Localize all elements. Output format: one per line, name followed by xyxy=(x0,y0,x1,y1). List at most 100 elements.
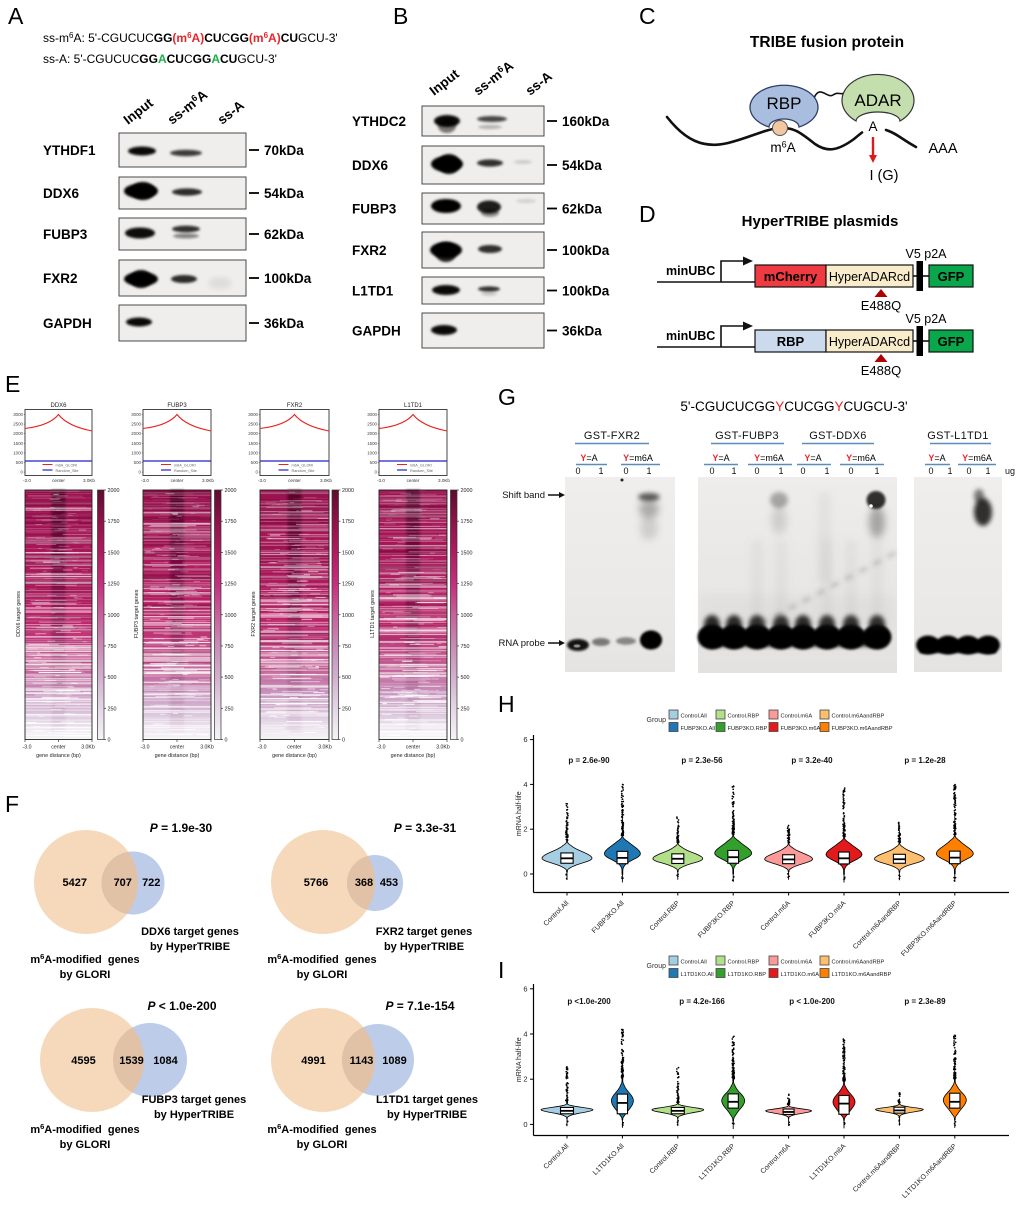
svg-text:FXR2 target genes: FXR2 target genes xyxy=(251,591,257,637)
svg-text:by GLORI: by GLORI xyxy=(297,1139,348,1151)
svg-text:HyperTRIBE plasmids: HyperTRIBE plasmids xyxy=(742,213,899,230)
svg-text:FUBP3KO.RBP: FUBP3KO.RBP xyxy=(728,726,768,732)
svg-text:1: 1 xyxy=(985,466,990,476)
svg-text:center: center xyxy=(407,478,420,483)
svg-text:by GLORI: by GLORI xyxy=(60,969,111,981)
svg-text:ADAR: ADAR xyxy=(854,91,901,110)
svg-text:1: 1 xyxy=(874,466,879,476)
svg-text:0: 0 xyxy=(342,738,345,744)
svg-text:5766: 5766 xyxy=(304,877,328,889)
svg-text:p = 1.2e-28: p = 1.2e-28 xyxy=(904,756,946,765)
svg-text:1: 1 xyxy=(646,466,651,476)
svg-text:1500: 1500 xyxy=(248,441,258,446)
svg-text:by GLORI: by GLORI xyxy=(60,1139,111,1151)
svg-text:m6A-modified genes: m6A-modified genes xyxy=(267,952,376,966)
svg-text:62kDa: 62kDa xyxy=(264,227,304,242)
svg-text:FUBP3: FUBP3 xyxy=(352,202,397,217)
svg-text:F: F xyxy=(5,791,19,817)
svg-text:1500: 1500 xyxy=(367,441,377,446)
svg-text:750: 750 xyxy=(461,644,470,650)
svg-text:1500: 1500 xyxy=(342,550,354,556)
svg-text:GST-DDX6: GST-DDX6 xyxy=(809,430,866,442)
svg-text:YTHDF1: YTHDF1 xyxy=(43,143,96,158)
svg-text:FUBP3 target genes: FUBP3 target genes xyxy=(134,589,140,638)
svg-text:1500: 1500 xyxy=(461,550,473,556)
svg-text:A: A xyxy=(8,3,24,29)
svg-text:Y=A: Y=A xyxy=(928,453,945,463)
svg-text:V5 p2A: V5 p2A xyxy=(905,247,947,261)
svg-text:FUBP3 target genes: FUBP3 target genes xyxy=(142,1094,247,1106)
svg-text:DDX6: DDX6 xyxy=(43,186,80,201)
svg-text:1750: 1750 xyxy=(461,519,473,525)
svg-text:368: 368 xyxy=(355,877,373,889)
svg-text:1500: 1500 xyxy=(108,550,120,556)
svg-text:L1TD1KO.m6A: L1TD1KO.m6A xyxy=(809,1143,848,1182)
svg-text:m6A_GLORI: m6A_GLORI xyxy=(292,463,314,467)
svg-text:GST-FXR2: GST-FXR2 xyxy=(584,430,640,442)
svg-text:Control.All: Control.All xyxy=(543,900,571,928)
svg-text:3000: 3000 xyxy=(13,412,23,417)
svg-text:1000: 1000 xyxy=(342,613,354,619)
svg-text:500: 500 xyxy=(16,460,24,465)
svg-text:Y=m6A: Y=m6A xyxy=(846,453,876,463)
svg-text:H: H xyxy=(498,691,515,717)
svg-text:V5 p2A: V5 p2A xyxy=(905,312,947,326)
svg-text:by HyperTRIBE: by HyperTRIBE xyxy=(384,941,464,953)
svg-text:500: 500 xyxy=(108,675,117,681)
svg-text:4: 4 xyxy=(523,780,527,789)
svg-text:TRIBE fusion protein: TRIBE fusion protein xyxy=(750,34,904,51)
svg-text:1750: 1750 xyxy=(342,519,354,525)
svg-text:2000: 2000 xyxy=(225,488,237,494)
svg-text:I: I xyxy=(498,957,504,983)
svg-text:m6A_GLORI: m6A_GLORI xyxy=(410,463,432,467)
svg-text:3.0Kb: 3.0Kb xyxy=(200,745,214,751)
svg-text:3.0Kb: 3.0Kb xyxy=(318,745,332,751)
svg-text:DDX6 target genes: DDX6 target genes xyxy=(16,591,22,637)
svg-text:L1TD1: L1TD1 xyxy=(352,284,394,299)
svg-text:5427: 5427 xyxy=(63,877,87,889)
svg-text:250: 250 xyxy=(225,706,234,712)
svg-text:1500: 1500 xyxy=(225,550,237,556)
svg-text:Random_Site: Random_Site xyxy=(410,469,433,473)
svg-text:Control.m6A: Control.m6A xyxy=(781,714,813,720)
svg-text:0: 0 xyxy=(800,466,805,476)
svg-text:2000: 2000 xyxy=(367,431,377,436)
svg-text:-3.0: -3.0 xyxy=(23,478,31,483)
svg-text:Control.RBP: Control.RBP xyxy=(728,714,760,720)
svg-text:Control.m6AandRBP: Control.m6AandRBP xyxy=(852,1143,903,1194)
svg-text:3.0Kb: 3.0Kb xyxy=(438,478,450,483)
svg-text:YTHDC2: YTHDC2 xyxy=(352,114,406,129)
svg-text:p < 1.0e-200: p < 1.0e-200 xyxy=(789,997,835,1006)
svg-text:Control.m6AandRBP: Control.m6AandRBP xyxy=(832,714,885,720)
svg-text:ss-m6A: ss-m6A xyxy=(470,58,516,99)
svg-text:1000: 1000 xyxy=(367,450,377,455)
svg-text:3000: 3000 xyxy=(248,412,258,417)
svg-text:750: 750 xyxy=(225,644,234,650)
svg-text:2: 2 xyxy=(523,825,527,834)
svg-text:p = 2.3e-89: p = 2.3e-89 xyxy=(904,997,946,1006)
svg-text:1000: 1000 xyxy=(461,613,473,619)
svg-text:mCherry: mCherry xyxy=(764,269,818,284)
svg-text:1: 1 xyxy=(731,466,736,476)
svg-text:L1TD1: L1TD1 xyxy=(404,403,423,409)
svg-text:FXR2: FXR2 xyxy=(287,403,303,409)
svg-text:gene distance (bp): gene distance (bp) xyxy=(155,753,200,759)
svg-text:FUBP3KO.RBP: FUBP3KO.RBP xyxy=(697,900,737,940)
svg-text:Random_Site: Random_Site xyxy=(56,469,79,473)
svg-text:62kDa: 62kDa xyxy=(562,202,602,217)
svg-text:3000: 3000 xyxy=(131,412,141,417)
svg-text:0: 0 xyxy=(928,466,933,476)
svg-text:m6A-modified genes: m6A-modified genes xyxy=(30,1122,139,1136)
svg-text:Control.m6AandRBP: Control.m6AandRBP xyxy=(852,900,903,951)
svg-text:1: 1 xyxy=(947,466,952,476)
svg-text:Random_Site: Random_Site xyxy=(174,469,197,473)
svg-text:1750: 1750 xyxy=(108,519,120,525)
svg-text:RNA probe: RNA probe xyxy=(499,638,545,649)
svg-text:center: center xyxy=(170,745,185,751)
svg-text:L1TD1KO.m6AandRBP: L1TD1KO.m6AandRBP xyxy=(901,1143,958,1200)
svg-text:DDX6: DDX6 xyxy=(352,158,389,173)
svg-text:E488Q: E488Q xyxy=(861,363,901,378)
svg-text:p = 2.6e-90: p = 2.6e-90 xyxy=(568,756,610,765)
svg-text:gene distance (bp): gene distance (bp) xyxy=(272,753,317,759)
svg-text:L1TD1KO.RBP: L1TD1KO.RBP xyxy=(728,972,767,978)
